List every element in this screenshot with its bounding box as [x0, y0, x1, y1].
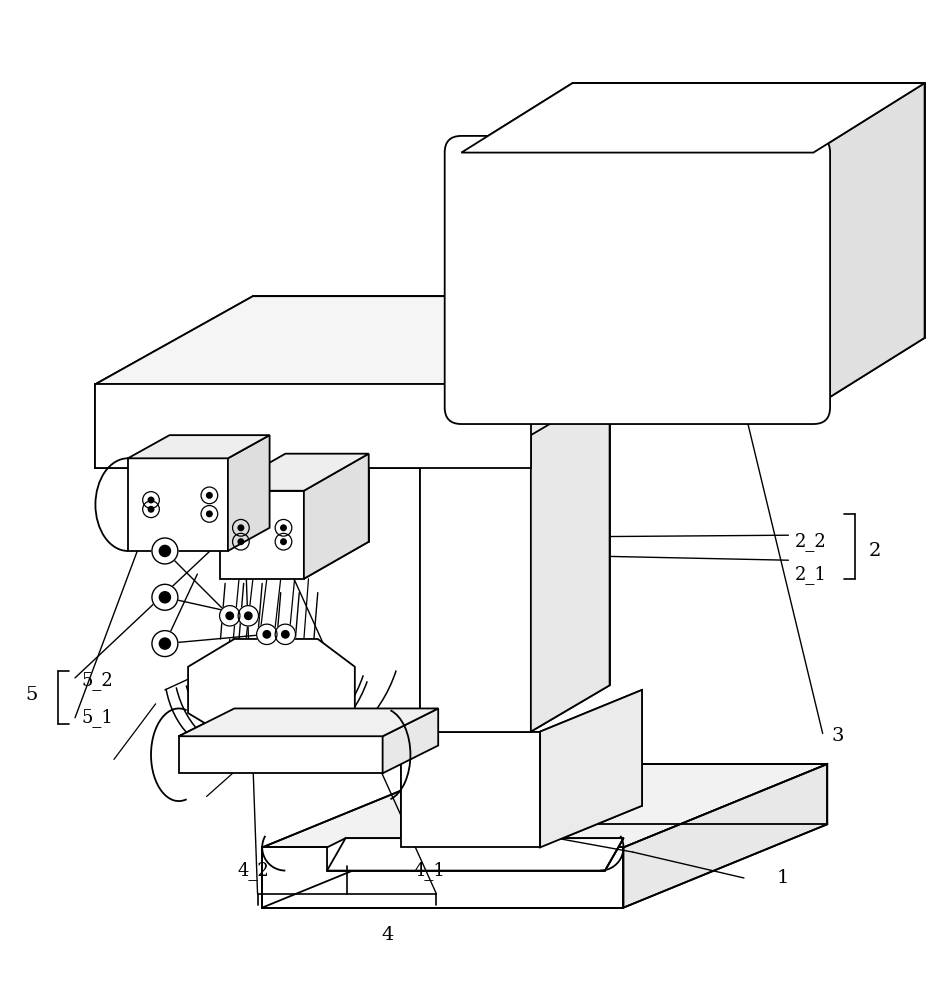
- Text: 4_1: 4_1: [413, 861, 445, 880]
- Circle shape: [152, 631, 178, 657]
- Circle shape: [238, 606, 258, 626]
- Polygon shape: [228, 435, 269, 551]
- Circle shape: [159, 545, 171, 557]
- Polygon shape: [221, 491, 304, 579]
- Circle shape: [152, 538, 178, 564]
- Polygon shape: [179, 736, 383, 773]
- Polygon shape: [304, 454, 369, 579]
- Polygon shape: [95, 384, 531, 468]
- Circle shape: [281, 539, 286, 544]
- Polygon shape: [401, 732, 541, 847]
- Circle shape: [281, 525, 286, 531]
- Text: 2_2: 2_2: [795, 532, 827, 551]
- Text: 5: 5: [25, 686, 38, 704]
- Polygon shape: [262, 764, 828, 847]
- Text: 2: 2: [869, 542, 882, 560]
- Polygon shape: [461, 83, 925, 153]
- Polygon shape: [221, 454, 369, 491]
- Circle shape: [207, 511, 212, 517]
- Polygon shape: [327, 838, 624, 871]
- Circle shape: [207, 493, 212, 498]
- Circle shape: [220, 606, 240, 626]
- Circle shape: [152, 584, 178, 610]
- Polygon shape: [179, 708, 438, 736]
- Polygon shape: [128, 458, 228, 551]
- Text: 4_2: 4_2: [237, 861, 268, 880]
- Circle shape: [244, 612, 252, 620]
- Text: 5_2: 5_2: [81, 671, 114, 690]
- Circle shape: [256, 624, 277, 645]
- Polygon shape: [383, 708, 438, 773]
- Circle shape: [148, 497, 154, 503]
- Polygon shape: [327, 838, 624, 871]
- Text: 1: 1: [776, 869, 788, 887]
- FancyBboxPatch shape: [445, 136, 830, 424]
- Polygon shape: [419, 435, 531, 732]
- Circle shape: [148, 506, 154, 512]
- Polygon shape: [95, 380, 689, 468]
- Circle shape: [159, 592, 171, 603]
- Text: 5_1: 5_1: [81, 708, 114, 727]
- Polygon shape: [541, 690, 642, 847]
- Text: 3: 3: [832, 727, 844, 745]
- Circle shape: [238, 525, 243, 531]
- Polygon shape: [95, 296, 689, 384]
- Polygon shape: [531, 389, 610, 732]
- Circle shape: [281, 631, 289, 638]
- Text: 2_1: 2_1: [795, 565, 827, 584]
- Circle shape: [275, 624, 295, 645]
- Circle shape: [263, 631, 270, 638]
- Circle shape: [238, 539, 243, 544]
- Circle shape: [226, 612, 233, 620]
- Polygon shape: [188, 639, 355, 741]
- Circle shape: [159, 638, 171, 649]
- Polygon shape: [262, 847, 624, 908]
- Polygon shape: [128, 435, 269, 458]
- Polygon shape: [814, 83, 925, 407]
- Polygon shape: [624, 764, 828, 908]
- Text: 4: 4: [381, 926, 393, 944]
